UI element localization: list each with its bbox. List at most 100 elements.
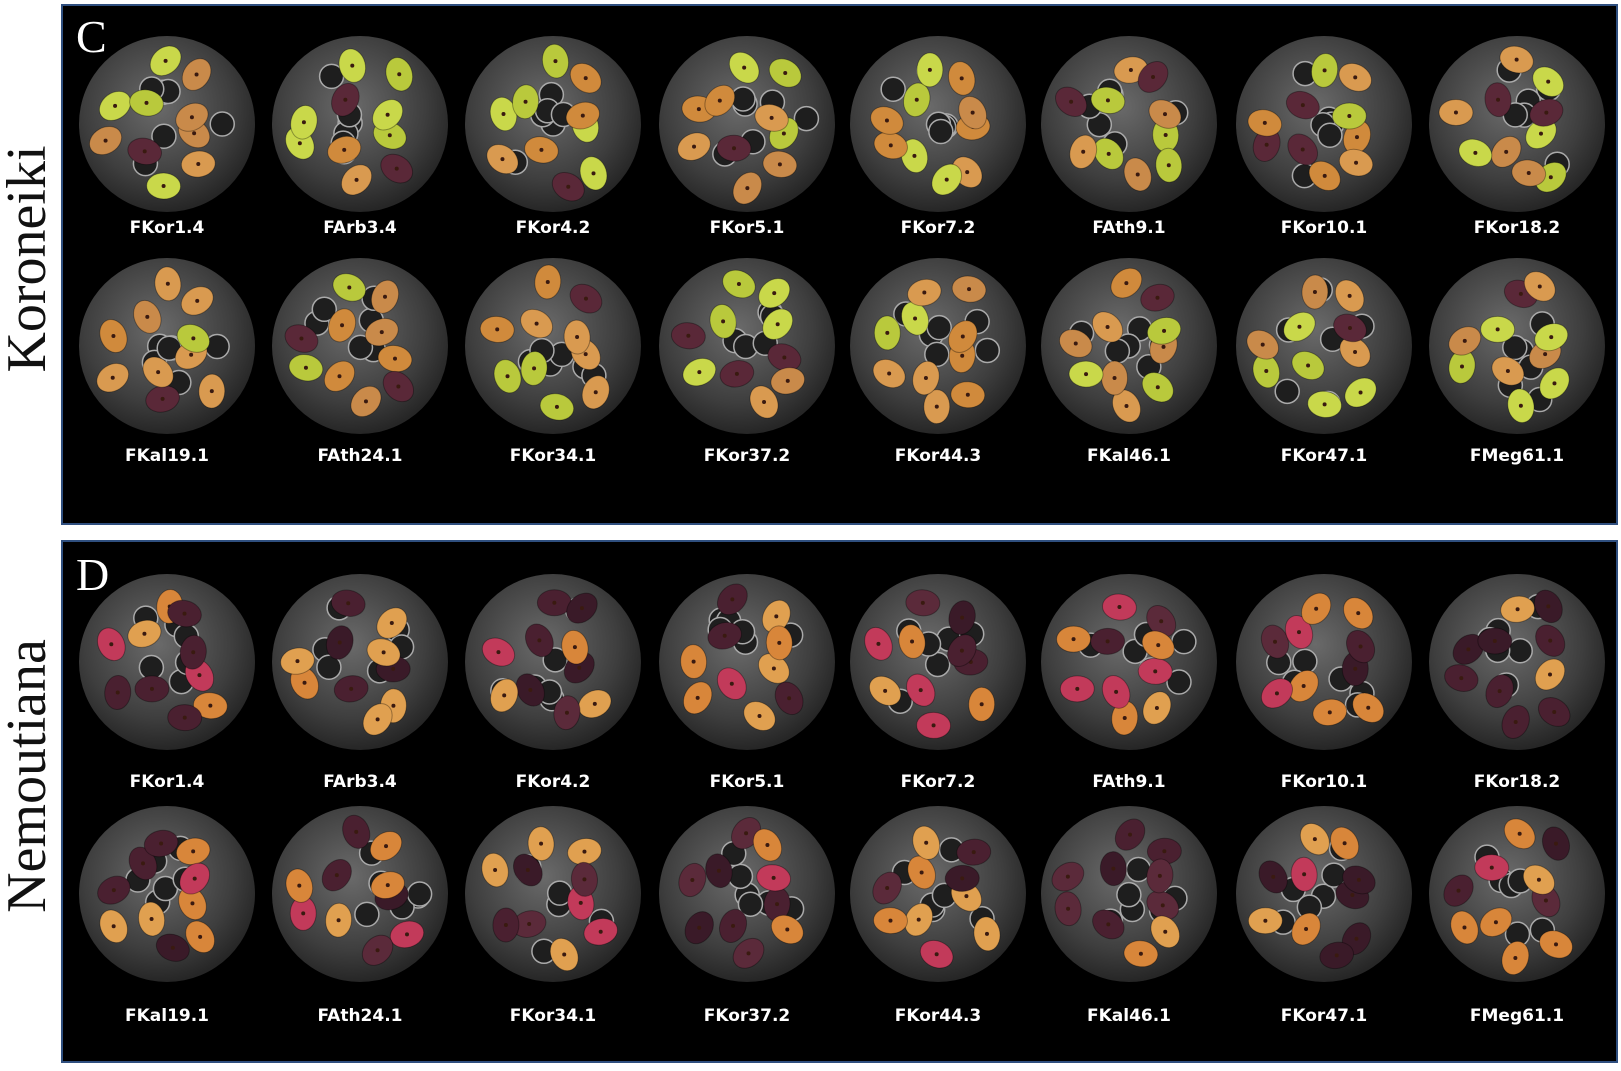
olive-spot (572, 645, 577, 650)
olive-spot (1106, 922, 1111, 927)
olive-spot (772, 291, 777, 296)
olive-spot (375, 717, 380, 722)
olive-spot (191, 650, 196, 655)
olive-spot (769, 115, 774, 120)
olive-spot (192, 131, 197, 136)
dish-label: FAth24.1 (318, 446, 403, 466)
dish (272, 574, 448, 750)
dish (1429, 574, 1605, 750)
olive-spot (534, 321, 539, 326)
olive-spot (959, 648, 964, 653)
olive-spot (757, 714, 762, 719)
variety-label: Koroneiki (0, 145, 58, 372)
dish-hole (924, 341, 950, 368)
olive-spot (1462, 338, 1467, 343)
dish-label: FKor5.1 (710, 772, 785, 792)
dish-label: FKor4.2 (516, 218, 591, 238)
olive-spot (525, 868, 530, 873)
olive-spot (1297, 324, 1302, 329)
olive-spot (1354, 936, 1359, 941)
olive-spot (746, 951, 751, 956)
olive-spot (113, 103, 118, 108)
olive-spot (385, 112, 390, 117)
olive-spot (1322, 68, 1327, 73)
olive-spot (111, 334, 116, 339)
olive-spot (1065, 874, 1070, 879)
olive-spot (301, 120, 306, 125)
olive-spot (1302, 872, 1307, 877)
dish-hole (974, 337, 1001, 364)
olive-spot (385, 883, 390, 888)
olive-spot (888, 143, 893, 148)
dish (79, 36, 255, 212)
dish (465, 258, 641, 434)
dish-label: FKor37.2 (704, 1006, 791, 1026)
olive-spot (1105, 98, 1110, 103)
olive-spot (170, 945, 175, 950)
dish-hole (926, 314, 952, 341)
olive-spot (1069, 99, 1074, 104)
dish-hole (928, 118, 954, 145)
olive-spot (1505, 369, 1510, 374)
olive-spot (350, 63, 355, 68)
dish (1041, 574, 1217, 750)
dish-label: FKor4.2 (516, 772, 591, 792)
olive-spot (960, 615, 965, 620)
olive-spot (363, 399, 368, 404)
olive-spot (1496, 97, 1501, 102)
olive-spot (1366, 705, 1371, 710)
dish-label: FKor37.2 (704, 446, 791, 466)
olive-spot (1105, 324, 1110, 329)
olive-spot (295, 659, 300, 664)
olive-spot (580, 113, 585, 118)
olive-spot (1327, 710, 1332, 715)
olive-spot (914, 97, 919, 102)
olive-spot (111, 924, 116, 929)
dish (272, 36, 448, 212)
olive-spot (1518, 403, 1523, 408)
olive-spot (1354, 135, 1359, 140)
olive-spot (493, 868, 498, 873)
olive-spot (944, 177, 949, 182)
dishes: FKor1.4 FArb3.4 FKor4.2 FKor5.1 FKor7.2 FAth9… (79, 36, 1605, 1026)
olive-spot (1459, 676, 1464, 681)
olive-spot (785, 378, 790, 383)
olive-spot (1514, 57, 1519, 62)
olive-spot (1163, 929, 1168, 934)
olive-spot (1354, 160, 1359, 165)
dish-label: FKor44.3 (895, 446, 982, 466)
olive-spot (888, 918, 893, 923)
variety-label: Nemoutiana (0, 639, 58, 913)
dish (465, 574, 641, 750)
olive-spot (303, 365, 308, 370)
dish-label: FKal19.1 (125, 1006, 209, 1026)
olive-spot (1356, 611, 1361, 616)
olive-spot (920, 600, 925, 605)
dish-label: FAth9.1 (1092, 218, 1165, 238)
olive-spot (912, 153, 917, 158)
olive-spot (1548, 672, 1553, 677)
olive-spot (1553, 841, 1558, 846)
olive-spot (777, 162, 782, 167)
dish (850, 36, 1026, 212)
olive-spot (876, 641, 881, 646)
olive-spot (887, 371, 892, 376)
olive-spot (731, 146, 736, 151)
olive-spot (189, 352, 194, 357)
olive-spot (924, 840, 929, 845)
olive-spot (734, 371, 739, 376)
dish-hole (316, 654, 342, 680)
olive-spot (959, 76, 964, 81)
olive-spot (1358, 644, 1363, 649)
olive-spot (1154, 705, 1159, 710)
olive-spot (1151, 74, 1156, 79)
olive-spot (965, 392, 970, 397)
dish (1236, 258, 1412, 434)
olive-spot (884, 118, 889, 123)
olive-spot (583, 296, 588, 301)
dish (79, 574, 255, 750)
olive-spot (1262, 120, 1267, 125)
olive-spot (198, 934, 203, 939)
